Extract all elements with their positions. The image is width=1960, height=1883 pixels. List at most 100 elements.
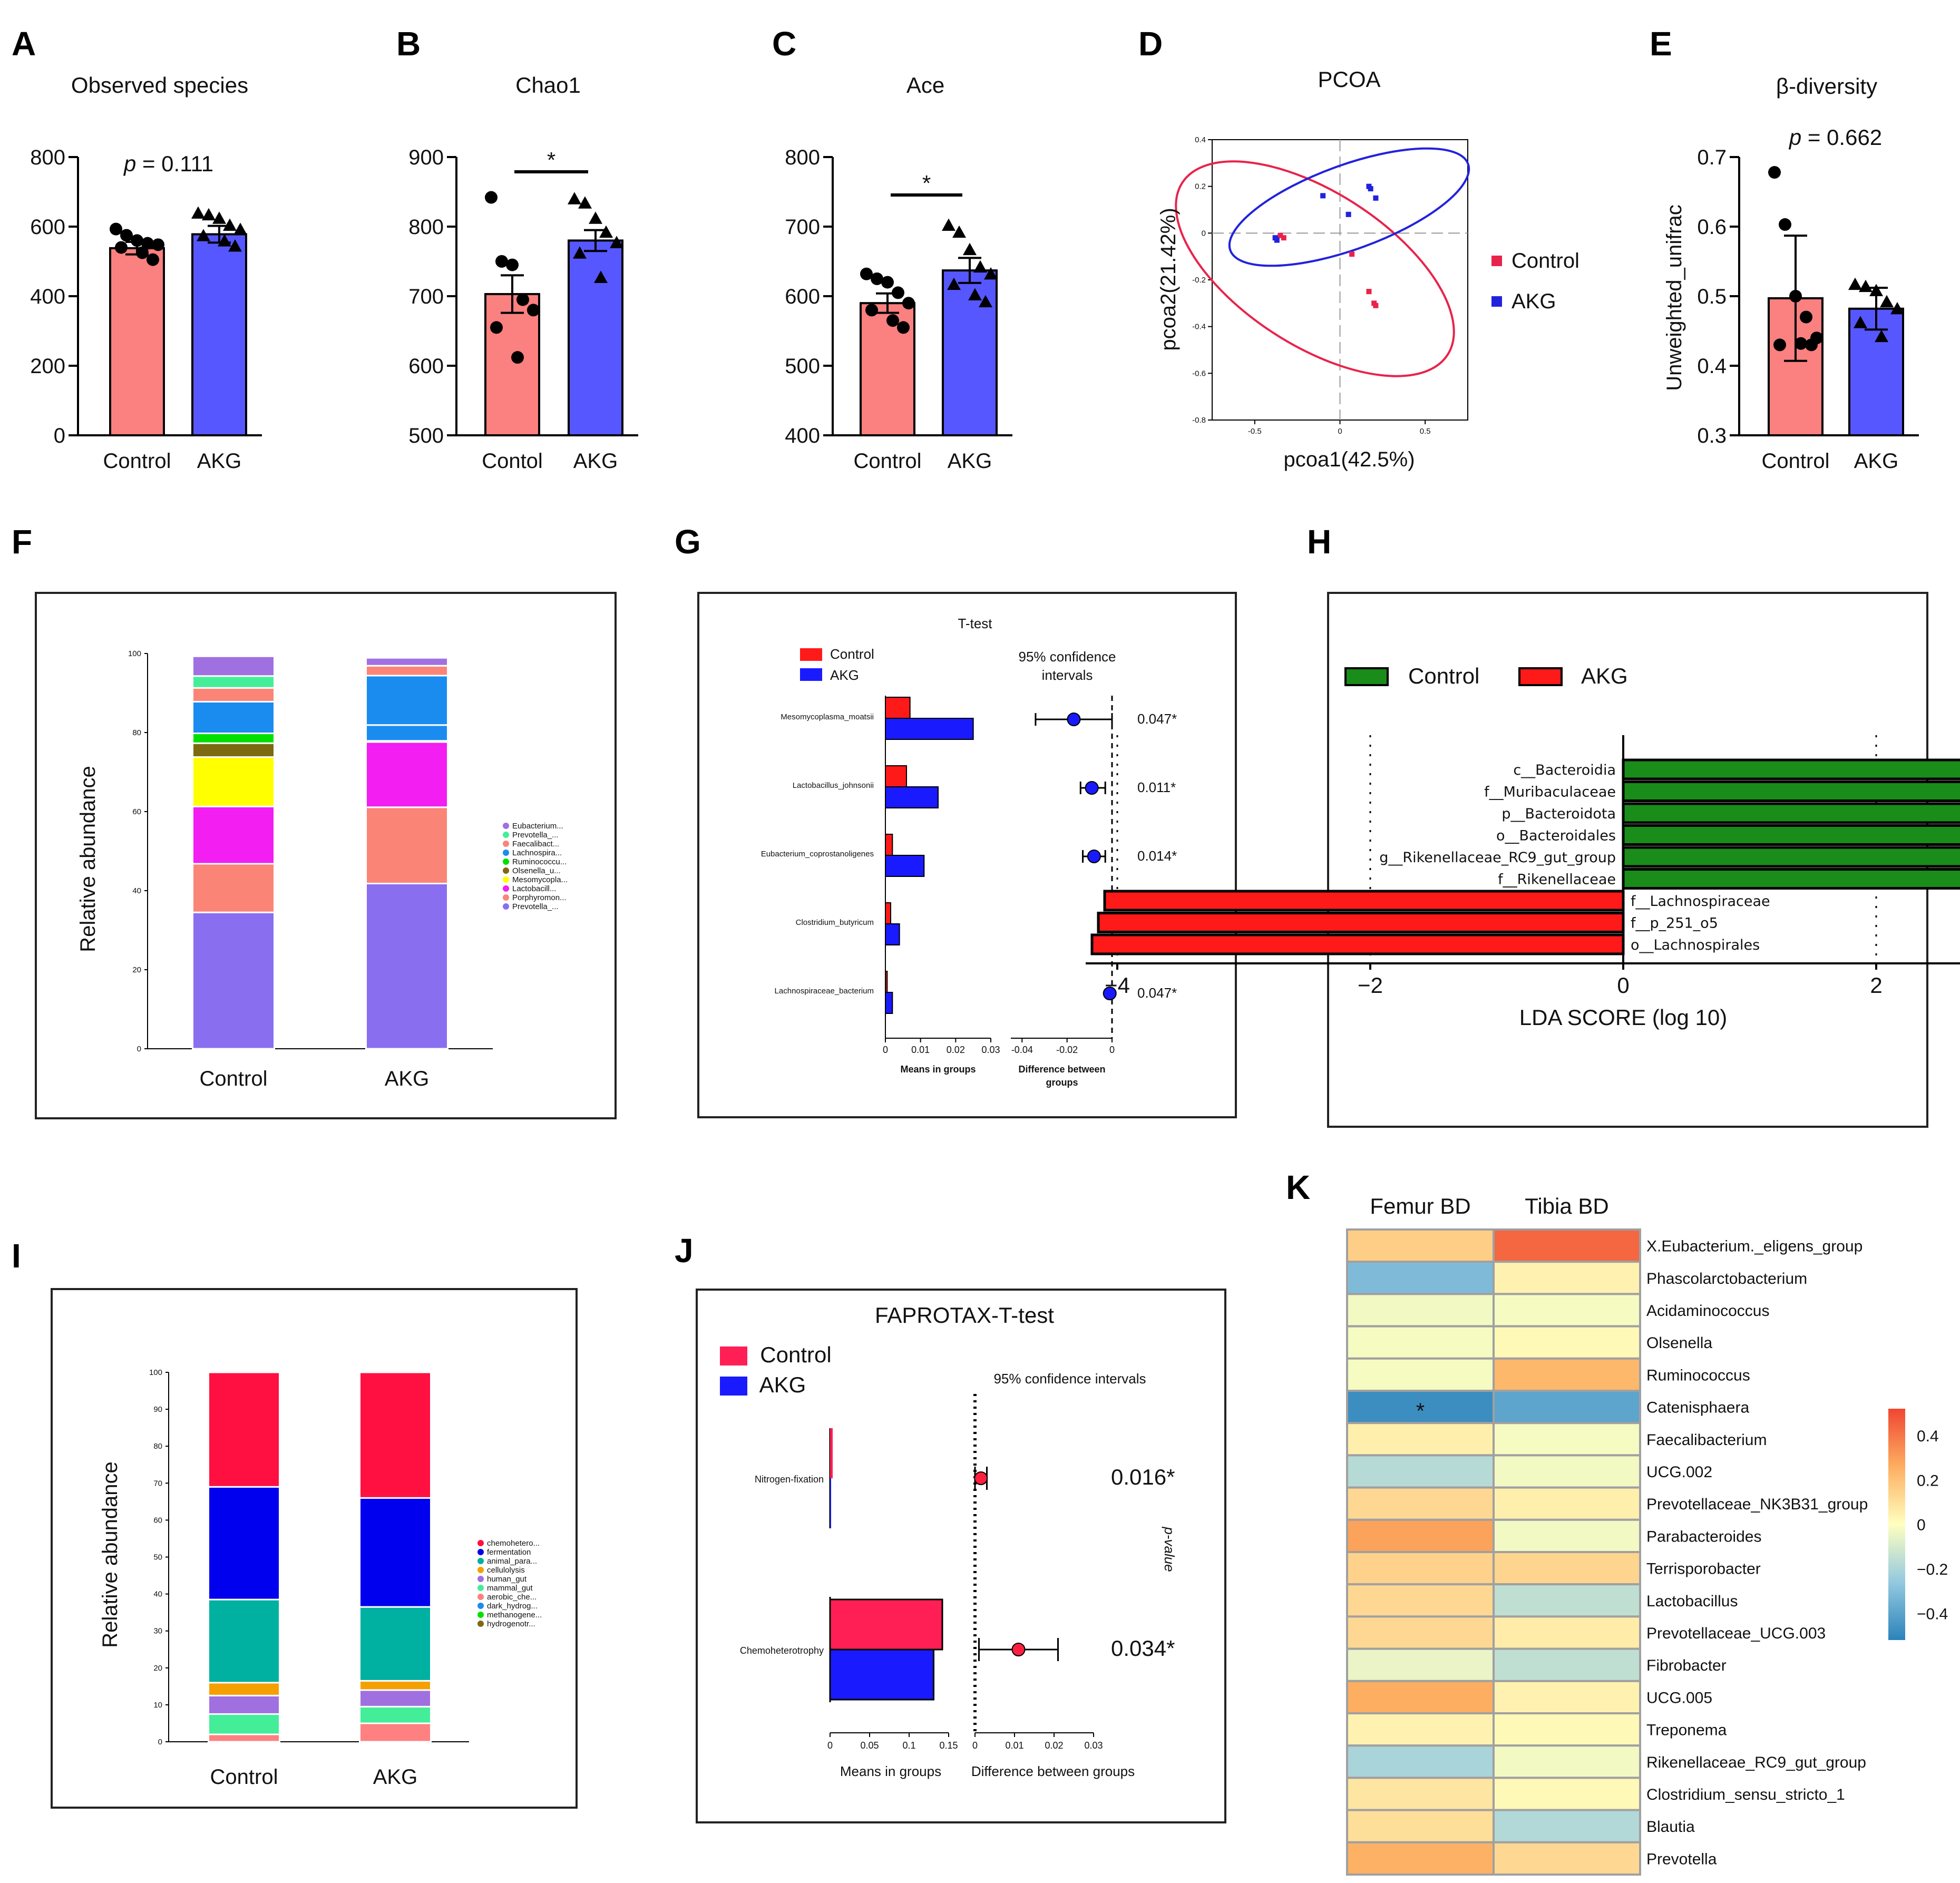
panel-d-y-tick-label: 0.4: [1195, 135, 1206, 144]
panel-i-y-tick-label: 0: [158, 1738, 162, 1747]
panel-a-point-control: [147, 253, 159, 266]
panel-k-cell: [1493, 1518, 1641, 1554]
panel-g-x-axis-label-right-2: groups: [1046, 1077, 1078, 1088]
panel-k-colorbar-tick-label: 0: [1917, 1517, 1926, 1534]
panel-i-legend-label: aerobic_che...: [487, 1593, 537, 1602]
panel-k-cell: [1346, 1486, 1495, 1521]
panel-j-x-axis-label-left: Means in groups: [840, 1763, 941, 1779]
panel-k-column-label: Tibia BD: [1525, 1194, 1609, 1218]
panel-i-y-tick-label: 30: [153, 1627, 162, 1636]
panel-g-legend-swatch-akg: [800, 668, 822, 681]
panel-a-y-tick-label: 200: [30, 355, 65, 378]
panel-e-point-control: [1789, 290, 1802, 303]
panel-h-bar: [1622, 758, 1960, 780]
panel-label-D: D: [1138, 25, 1163, 63]
panel-e-title: β-diversity: [1776, 74, 1877, 99]
panel-h-row-label: p__Bacteroidota: [1501, 806, 1616, 822]
panel-k-cell: [1346, 1228, 1495, 1263]
panel-k-row-label: Blautia: [1646, 1818, 1695, 1836]
panel-j-title: FAPROTAX-T-test: [875, 1303, 1054, 1328]
panel-b-y-tick-label: 800: [408, 216, 444, 239]
panel-i-segment: [359, 1497, 432, 1608]
panel-f-legend-dot: [503, 823, 509, 829]
panel-a-point-akg: [218, 234, 231, 247]
panel-a-point-control: [152, 238, 164, 251]
panel-label-A: A: [12, 25, 36, 63]
panel-k-cell: [1346, 1261, 1495, 1295]
panel-g-x-axis-label-left: Means in groups: [900, 1064, 976, 1075]
panel-f-segment: [365, 665, 448, 677]
panel-f-legend-dot: [503, 867, 509, 874]
panel-e-y-axis-label: Unweighted_unifrac: [1663, 204, 1686, 391]
panel-f-segment: [192, 687, 275, 703]
panel-b-point-akg: [610, 236, 623, 248]
panel-k-row-label: Fibrobacter: [1646, 1657, 1727, 1674]
panel-g-row-label: Clostridium_butyricum: [796, 918, 874, 927]
panel-j-bar-control: [829, 1598, 943, 1651]
panel-a-title: Observed species: [71, 73, 248, 97]
panel-h-legend-swatch-control: [1344, 667, 1389, 686]
panel-i-legend-dot: [477, 1621, 484, 1627]
panel-j-x-tick-label: 0.03: [1084, 1740, 1103, 1751]
panel-f-y-tick-label: 40: [132, 886, 141, 895]
panel-g-x-tick-label: -0.04: [1011, 1045, 1033, 1055]
panel-b-point-control: [516, 293, 529, 306]
panel-a-bar-control: [109, 247, 165, 436]
panel-f-segment: [192, 742, 275, 758]
panel-d-point-control: [1278, 232, 1283, 238]
panel-f-legend-dot: [503, 850, 509, 856]
panel-b-y-tick-label: 900: [408, 146, 444, 169]
panel-d-legend-swatch-akg: [1491, 296, 1502, 307]
panel-f-segment: [365, 675, 448, 726]
panel-j-p-value: 0.034*: [1111, 1636, 1175, 1661]
panel-d-y-tick-label: -0.4: [1192, 323, 1206, 331]
panel-g-x-tick-label: 0.03: [981, 1045, 1000, 1055]
panel-d-point-akg: [1320, 193, 1326, 199]
panel-j-row-label: Chemoheterotrophy: [740, 1645, 824, 1656]
panel-e-y-tick-label: 0.7: [1697, 146, 1727, 169]
panel-k-cell: [1346, 1357, 1495, 1392]
panel-e-point-control: [1805, 338, 1818, 352]
panel-g-legend-akg: AKG: [830, 667, 859, 683]
panel-k-cell: [1493, 1357, 1641, 1392]
panel-k-row-label: Phascolarctobacterium: [1646, 1270, 1807, 1287]
panel-k-cell: [1346, 1809, 1495, 1843]
panel-b-point-akg: [594, 270, 608, 283]
panel-c-point-akg: [973, 260, 987, 273]
panel-k-column-label: Femur BD: [1370, 1194, 1470, 1218]
panel-label-F: F: [12, 523, 32, 561]
panel-a-point-akg: [197, 229, 210, 241]
panel-e-point-control: [1768, 166, 1781, 179]
panel-e-point-akg: [1854, 316, 1867, 328]
panel-k-row-label: Lactobacillus: [1646, 1593, 1738, 1610]
panel-b-point-akg: [568, 192, 581, 204]
panel-g-p-value: 0.011*: [1137, 779, 1176, 795]
panel-b-point-control: [490, 321, 503, 334]
panel-b-point-control: [485, 191, 498, 204]
panel-i-segment: [359, 1606, 432, 1682]
panel-f-segment: [192, 701, 275, 734]
panel-g-ci-title: 95% confidence: [1018, 649, 1116, 665]
panel-k-cell: [1493, 1422, 1641, 1457]
panel-h-legend-akg: AKG: [1581, 664, 1628, 688]
panel-c-point-control: [897, 321, 910, 334]
panel-g-x-tick-label: 0: [1109, 1045, 1115, 1055]
panel-k-cell: [1346, 1325, 1495, 1360]
panel-c-sig-star: *: [922, 171, 931, 196]
panel-k-cell: [1346, 1744, 1495, 1779]
panel-g-x-tick-label: 0.02: [947, 1045, 965, 1055]
panel-k-cell: [1493, 1261, 1641, 1295]
panel-a-point-akg: [191, 206, 205, 219]
panel-f-legend-label: Porphyromon...: [512, 893, 567, 902]
panel-g-bar-control: [885, 765, 907, 787]
panel-label-I: I: [12, 1237, 21, 1275]
panel-i-legend-dot: [477, 1558, 484, 1564]
panel-j-x-tick-label: 0.01: [1005, 1740, 1023, 1751]
panel-f-legend-dot: [503, 894, 509, 901]
panel-g-p-value: 0.047*: [1137, 711, 1177, 727]
panel-i-y-tick-label: 90: [153, 1405, 162, 1414]
panel-k-colorbar-tick-label: −0.4: [1917, 1605, 1948, 1623]
panel-i-legend-label: cellulolysis: [487, 1566, 525, 1575]
panel-g-ci-point: [1085, 781, 1099, 795]
panel-e-point-control: [1779, 218, 1791, 231]
